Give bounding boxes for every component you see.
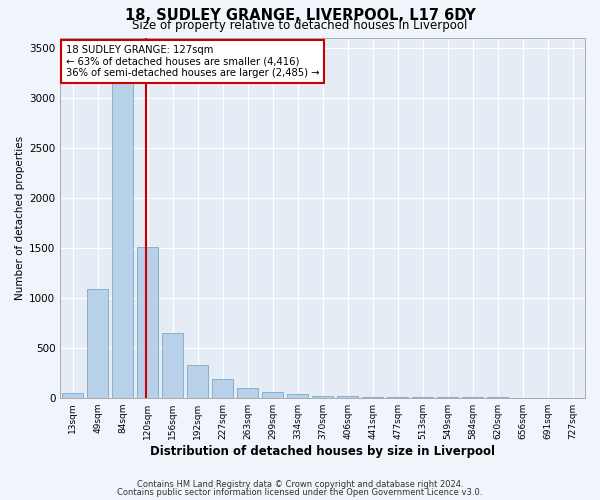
Bar — [212, 379, 233, 398]
Bar — [162, 332, 184, 398]
Bar — [262, 392, 283, 398]
Bar — [412, 397, 433, 398]
Bar — [137, 246, 158, 398]
Bar — [337, 396, 358, 398]
Text: 18 SUDLEY GRANGE: 127sqm
← 63% of detached houses are smaller (4,416)
36% of sem: 18 SUDLEY GRANGE: 127sqm ← 63% of detach… — [65, 44, 319, 78]
Bar — [62, 392, 83, 398]
Text: Contains public sector information licensed under the Open Government Licence v3: Contains public sector information licen… — [118, 488, 482, 497]
Text: 18, SUDLEY GRANGE, LIVERPOOL, L17 6DY: 18, SUDLEY GRANGE, LIVERPOOL, L17 6DY — [125, 8, 475, 22]
Text: Contains HM Land Registry data © Crown copyright and database right 2024.: Contains HM Land Registry data © Crown c… — [137, 480, 463, 489]
Bar — [387, 397, 408, 398]
Bar — [187, 364, 208, 398]
Bar — [287, 394, 308, 398]
Bar — [312, 396, 333, 398]
Text: Size of property relative to detached houses in Liverpool: Size of property relative to detached ho… — [133, 19, 467, 32]
Bar — [112, 72, 133, 398]
X-axis label: Distribution of detached houses by size in Liverpool: Distribution of detached houses by size … — [150, 444, 495, 458]
Y-axis label: Number of detached properties: Number of detached properties — [15, 136, 25, 300]
Bar — [237, 388, 258, 398]
Bar — [362, 396, 383, 398]
Bar — [87, 288, 109, 398]
